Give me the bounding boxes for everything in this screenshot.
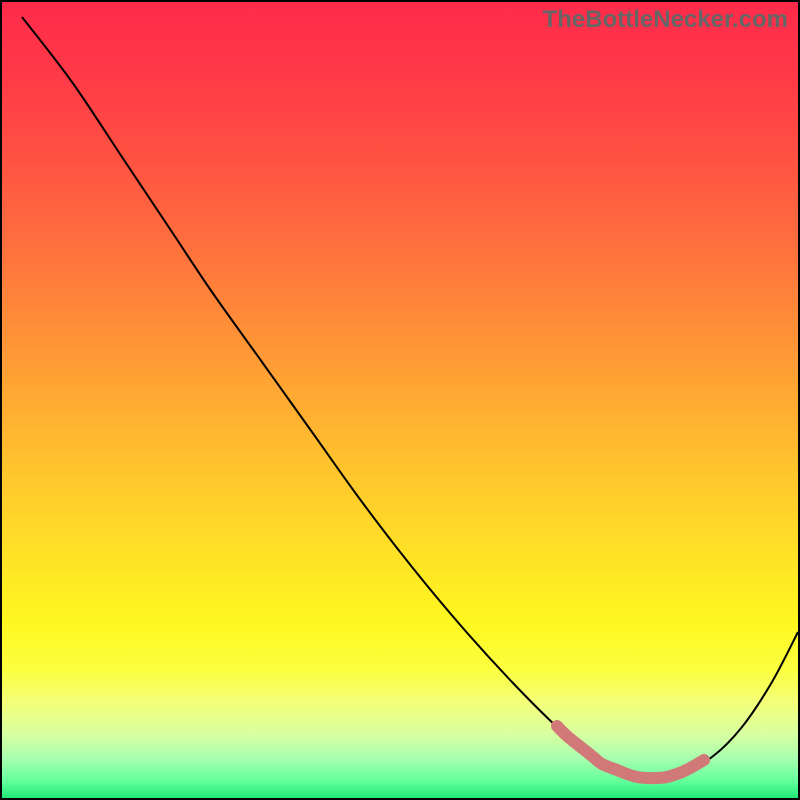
chart-container: TheBottleNecker.com: [0, 0, 800, 800]
watermark-text: TheBottleNecker.com: [543, 6, 788, 34]
chart-svg: [2, 2, 798, 798]
chart-background: [2, 2, 798, 798]
